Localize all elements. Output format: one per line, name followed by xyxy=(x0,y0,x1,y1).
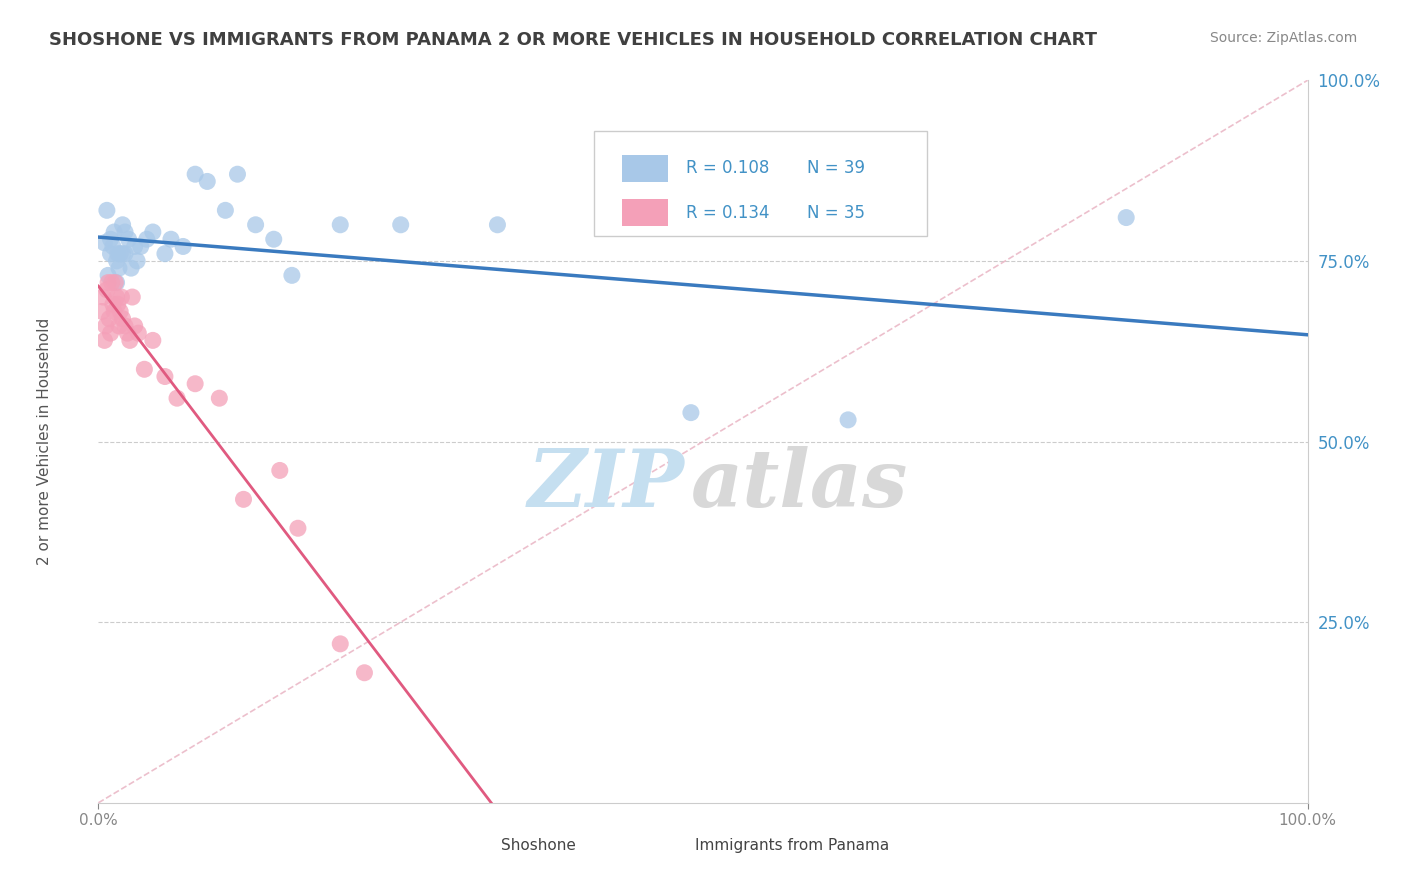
Point xyxy=(105,253,128,268)
Point xyxy=(135,232,157,246)
Point xyxy=(118,232,141,246)
Point xyxy=(353,665,375,680)
Point xyxy=(120,261,142,276)
Text: Source: ZipAtlas.com: Source: ZipAtlas.com xyxy=(1209,31,1357,45)
Point xyxy=(108,318,131,333)
Point xyxy=(184,167,207,181)
Point xyxy=(94,318,117,333)
Point xyxy=(389,218,412,232)
Point xyxy=(103,225,125,239)
Point xyxy=(214,203,236,218)
Point xyxy=(134,362,156,376)
Point xyxy=(172,239,194,253)
Point xyxy=(107,297,129,311)
Point xyxy=(100,246,122,260)
Point xyxy=(124,239,146,253)
Point xyxy=(98,311,121,326)
Text: SHOSHONE VS IMMIGRANTS FROM PANAMA 2 OR MORE VEHICLES IN HOUSEHOLD CORRELATION C: SHOSHONE VS IMMIGRANTS FROM PANAMA 2 OR … xyxy=(49,31,1097,49)
Point xyxy=(245,218,267,232)
Point xyxy=(1115,211,1137,225)
Text: ZIP: ZIP xyxy=(529,446,685,524)
Point xyxy=(208,391,231,405)
Point xyxy=(101,239,124,253)
Point xyxy=(104,276,127,290)
Point xyxy=(108,261,131,276)
Point xyxy=(226,167,249,181)
Point xyxy=(110,290,132,304)
Text: Shoshone: Shoshone xyxy=(501,838,576,853)
Point xyxy=(129,239,152,253)
FancyBboxPatch shape xyxy=(648,835,682,855)
Point xyxy=(96,283,118,297)
FancyBboxPatch shape xyxy=(621,154,668,182)
Point xyxy=(329,637,352,651)
Point xyxy=(153,246,176,260)
Point xyxy=(114,225,136,239)
Point xyxy=(486,218,509,232)
Point xyxy=(121,290,143,304)
Point xyxy=(111,246,134,260)
Point xyxy=(153,369,176,384)
Text: N = 39: N = 39 xyxy=(807,160,865,178)
Point xyxy=(287,521,309,535)
Point xyxy=(837,413,859,427)
Point xyxy=(263,232,285,246)
Point xyxy=(97,268,120,283)
Point xyxy=(184,376,207,391)
Point xyxy=(101,297,124,311)
Point xyxy=(96,203,118,218)
Point xyxy=(142,334,165,348)
FancyBboxPatch shape xyxy=(595,131,927,235)
Point xyxy=(100,276,122,290)
Text: N = 35: N = 35 xyxy=(807,203,865,222)
Point xyxy=(111,311,134,326)
Text: R = 0.134: R = 0.134 xyxy=(686,203,769,222)
Point xyxy=(91,304,114,318)
Point xyxy=(100,232,122,246)
FancyBboxPatch shape xyxy=(621,199,668,227)
Point xyxy=(329,218,352,232)
Point xyxy=(108,246,131,260)
Text: 2 or more Vehicles in Household: 2 or more Vehicles in Household xyxy=(37,318,52,566)
Point xyxy=(142,225,165,239)
Point xyxy=(114,318,136,333)
Point xyxy=(100,326,122,340)
Point xyxy=(118,334,141,348)
Text: Immigrants from Panama: Immigrants from Panama xyxy=(695,838,889,853)
Point xyxy=(107,246,129,260)
Point xyxy=(195,174,218,188)
Point xyxy=(108,304,131,318)
Point xyxy=(91,290,114,304)
Point xyxy=(679,406,702,420)
Point xyxy=(232,492,254,507)
FancyBboxPatch shape xyxy=(456,835,489,855)
Text: R = 0.108: R = 0.108 xyxy=(686,160,769,178)
Point xyxy=(103,304,125,318)
Point xyxy=(127,326,149,340)
Point xyxy=(124,318,146,333)
Point xyxy=(117,326,139,340)
Text: atlas: atlas xyxy=(690,446,908,524)
Point xyxy=(166,391,188,405)
Point xyxy=(105,290,128,304)
Point xyxy=(97,276,120,290)
Point xyxy=(105,276,128,290)
Point xyxy=(281,268,304,283)
Point xyxy=(114,246,136,260)
Point xyxy=(269,463,291,477)
Point xyxy=(93,235,115,250)
Point xyxy=(127,253,149,268)
Point xyxy=(111,218,134,232)
Point xyxy=(93,334,115,348)
Point xyxy=(160,232,183,246)
